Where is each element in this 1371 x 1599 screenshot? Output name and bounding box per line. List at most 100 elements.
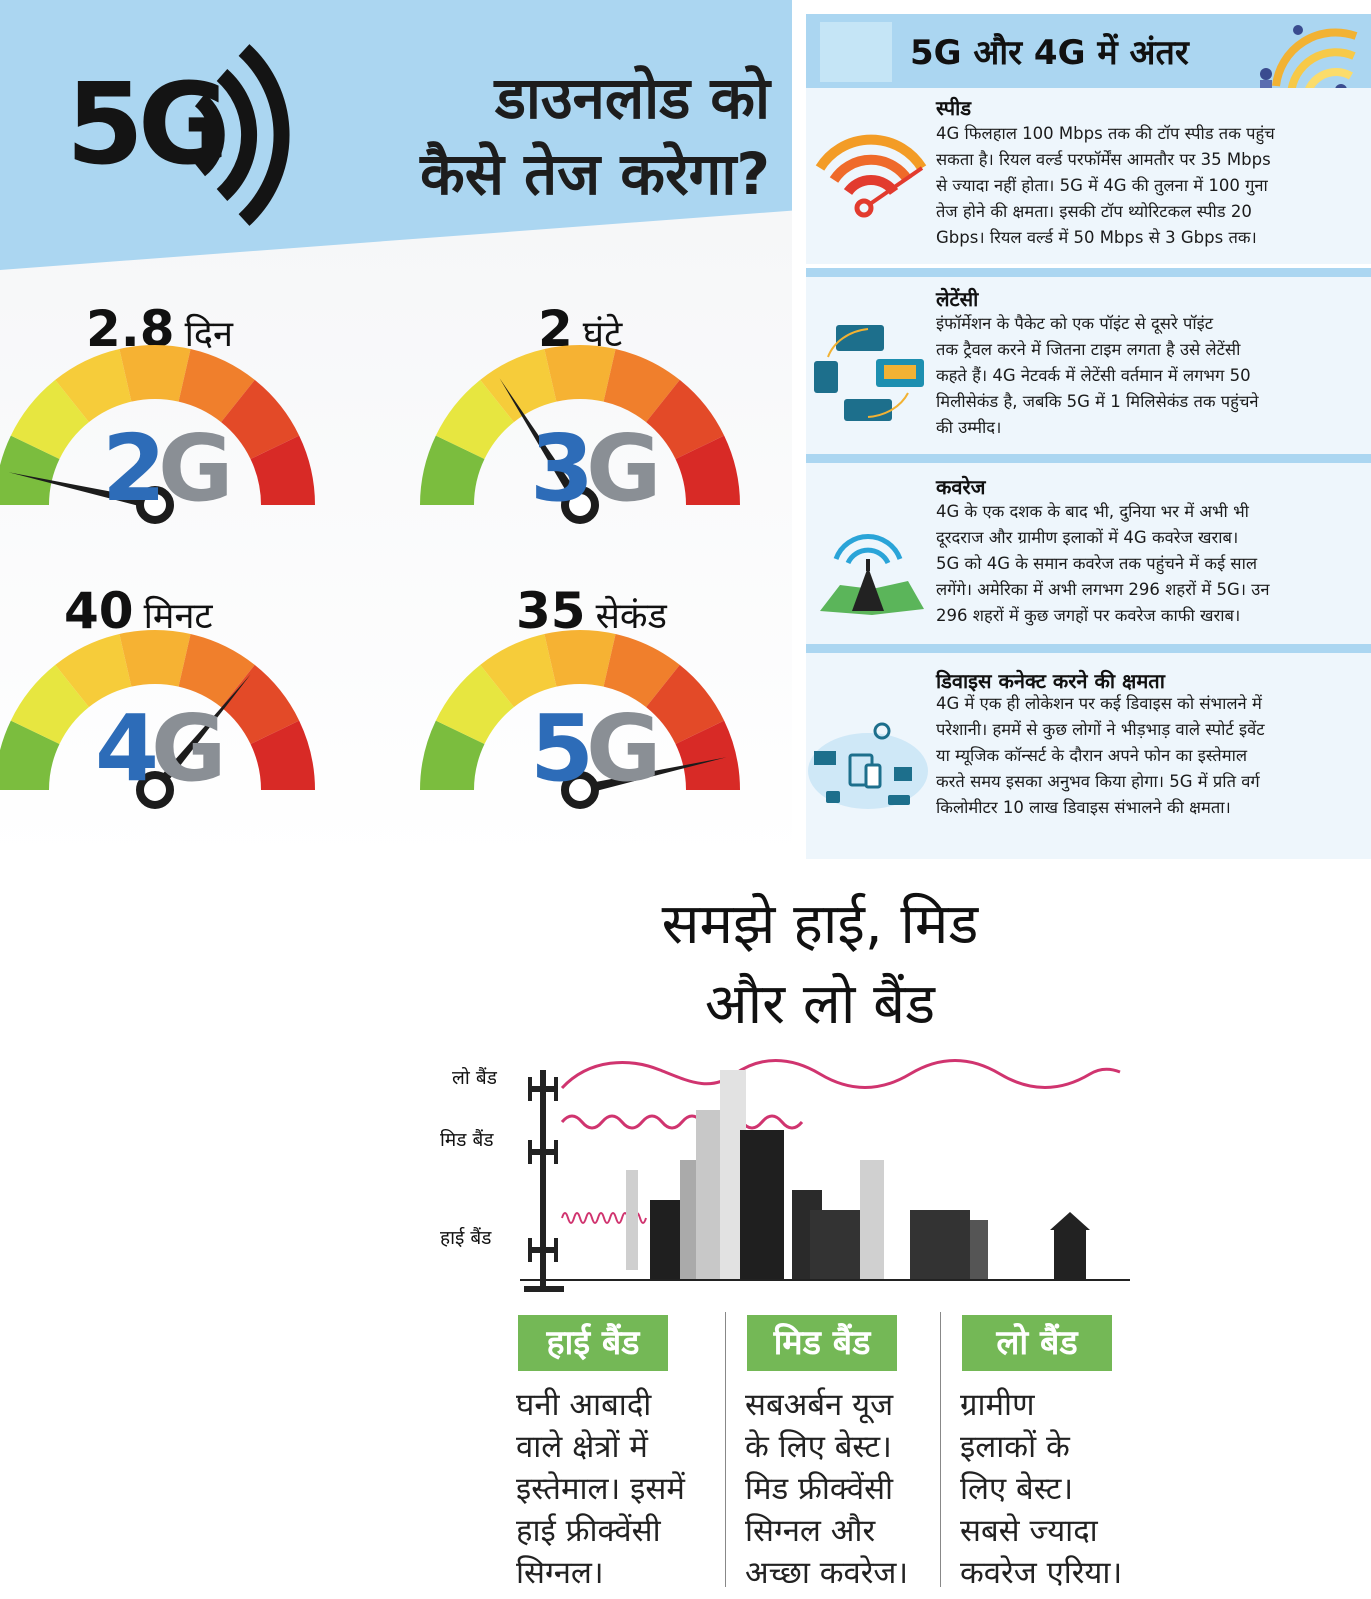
body-line: 296 शहरों में कुछ जगहों पर कवरेज काफी खर… [936,606,1241,625]
section-device-capacity: डिवाइस कनेक्ट करने की क्षमता 4G में एक ह… [806,644,1371,859]
desc-line: के लिए बेस्ट। [745,1429,892,1465]
desc-line: सिग्नल और [745,1513,876,1549]
speed-infographic: 5G डाउनलोड को कैसे तेज करेगा? 2.8 दिन 2G … [0,0,792,864]
connected-devices-icon [808,722,928,809]
gauge-segment [0,435,60,505]
gauge-segment [646,664,725,745]
gauge-segment [480,634,557,708]
gauge-segment [603,349,680,423]
body-line: करते समय इसका अनुभव किया होगा। 5G में प्… [936,772,1260,791]
body-line: तक ट्रैवल करने में जितना टाइम लगता है उस… [936,340,1241,359]
gauge-segment [119,345,191,402]
comparison-title: 5G और 4G में अंतर [910,33,1189,73]
section-body: 4G फिलहाल 100 Mbps तक की टॉप स्पीड तक पह… [936,121,1364,251]
body-line: से ज्यादा नहीं होता। 5G में 4G की तुलना … [936,176,1268,195]
gauge-segment [675,435,740,505]
bands-title-line-1: समझे हाई, मिड [661,892,979,957]
high-band-tag: हाई बैंड [440,1227,492,1249]
section-body: इंफॉर्मेशन के पैकेट को एक पॉइंट से दूसरे… [936,311,1364,441]
gauge-segment [178,349,255,423]
bands-title: समझे हाई, मिड और लो बैंड [540,885,1100,1045]
body-line: लगेंगे। अमेरिका में अभी लगभग 296 शहरों म… [936,580,1270,599]
gauge-segment [420,435,485,505]
gauge-needle [8,472,157,510]
gauge-4g [0,630,315,809]
section-title: डिवाइस कनेक्ट करने की क्षमता [936,669,1165,693]
desc-line: इलाकों के [960,1429,1070,1465]
desc-line: कवरेज एरिया। [960,1555,1123,1591]
column-divider [940,1312,941,1587]
gauge-segment [178,634,255,708]
mid-band-tag: मिड बैंड [440,1129,494,1151]
section-body: 4G के एक दशक के बाद भी, दुनिया भर में अभ… [936,499,1364,629]
gauge-needle [578,757,727,795]
gauge-segment [250,435,315,505]
mid-band-label: मिड बैंड [747,1315,897,1371]
tower-pole [540,1070,546,1290]
title-line-2: कैसे तेज करेगा? [420,140,770,208]
body-line: 4G फिलहाल 100 Mbps तक की टॉप स्पीड तक पह… [936,124,1275,143]
gauge-segment [646,379,725,460]
section-title: स्पीड [936,96,972,120]
body-line: 4G में एक ही लोकेशन पर कई डिवाइस को संभा… [936,694,1262,713]
gauge-segment [221,379,300,460]
page-title: डाउनलोड को कैसे तेज करेगा? [300,60,770,212]
signal-waves-icon [194,44,290,226]
comparison-panel: 5G और 4G में अंतर स्पीड 4G फिलहाल 100 Mb… [806,14,1371,864]
mid-band-wave [560,1114,804,1130]
gauge-segment [544,630,616,687]
gauge-segment [55,634,132,708]
gauge-segment [221,664,300,745]
body-line: या म्यूजिक कॉन्सर्ट के दौरान अपने फोन का… [936,746,1248,765]
low-band-label: लो बैंड [962,1315,1112,1371]
city-skyline [520,1070,1130,1281]
desc-line: इस्तेमाल। इसमें [516,1471,685,1507]
body-line: परेशानी। हममें से कुछ लोगों ने भीड़भाड़ … [936,720,1265,739]
gauge-5g-label: 5G [530,695,661,802]
body-line: कहते हैं। 4G नेटवर्क में लेटेंसी वर्तमान… [936,366,1251,385]
gauge-hub [136,771,174,809]
desc-line: हाई फ्रीक्वेंसी [516,1513,661,1549]
section-title: कवरेज [936,475,986,499]
gauge-segment [119,630,191,687]
desc-line: घनी आबादी [516,1387,652,1423]
body-line: Gbps। रियल वर्ल्ड में 50 Mbps से 3 Gbps … [936,228,1257,247]
gauge-needle [499,378,585,508]
section-coverage: कवरेज 4G के एक दशक के बाद भी, दुनिया भर … [806,454,1371,649]
gauge-segment [10,379,89,460]
section-speed: स्पीड 4G फिलहाल 100 Mbps तक की टॉप स्पीड… [806,88,1371,264]
bands-diagram [520,1059,1130,1292]
gauge-hub [561,486,599,524]
desc-line: सिग्नल। [516,1555,604,1591]
gauge-hub [136,486,174,524]
high-band-description: घनी आबादी वाले क्षेत्रों में इस्तेमाल। इ… [516,1384,726,1594]
body-line: इंफॉर्मेशन के पैकेट को एक पॉइंट से दूसरे… [936,314,1214,333]
gauge-segment [10,664,89,745]
bands-title-line-2: और लो बैंड [704,972,936,1037]
header-swatch [820,22,892,82]
gauge-segment [435,664,514,745]
body-line: किलोमीटर 10 लाख डिवाइस संभालने की क्षमता… [936,798,1231,817]
gauge-3g-label: 3G [530,415,661,522]
gauge-segment [675,720,740,790]
gauge-segment [55,349,132,423]
body-line: की उम्मीद। [936,418,1002,437]
title-line-1: डाउनलोड को [494,64,770,132]
time-unit: दिन [184,314,233,355]
gauge-hub [561,771,599,809]
gauge-2g [0,345,315,524]
antenna-low [528,1077,558,1101]
gauge-4g-label: 4G [95,695,226,802]
body-line: तेज होने की क्षमता। इसकी टॉप थ्योरिटकल स… [936,202,1252,221]
body-line: दूरदराज और ग्रामीण इलाकों में 4G कवरेज ख… [936,528,1239,547]
gauge-5g [420,630,740,809]
gauge-segment [250,720,315,790]
gauge-segment [435,379,514,460]
body-line: सकता है। रियल वर्ल्ड परफॉर्मेंस आमतौर पर… [936,150,1271,169]
desc-line: ग्रामीण [960,1387,1035,1423]
time-value: 40 [64,582,134,640]
low-band-description: ग्रामीण इलाकों के लिए बेस्ट। सबसे ज्यादा… [960,1384,1160,1594]
mid-band-description: सबअर्बन यूज के लिए बेस्ट। मिड फ्रीक्वेंस… [745,1384,940,1594]
desc-line: मिड फ्रीक्वेंसी [745,1471,894,1507]
antenna-high [528,1238,558,1262]
